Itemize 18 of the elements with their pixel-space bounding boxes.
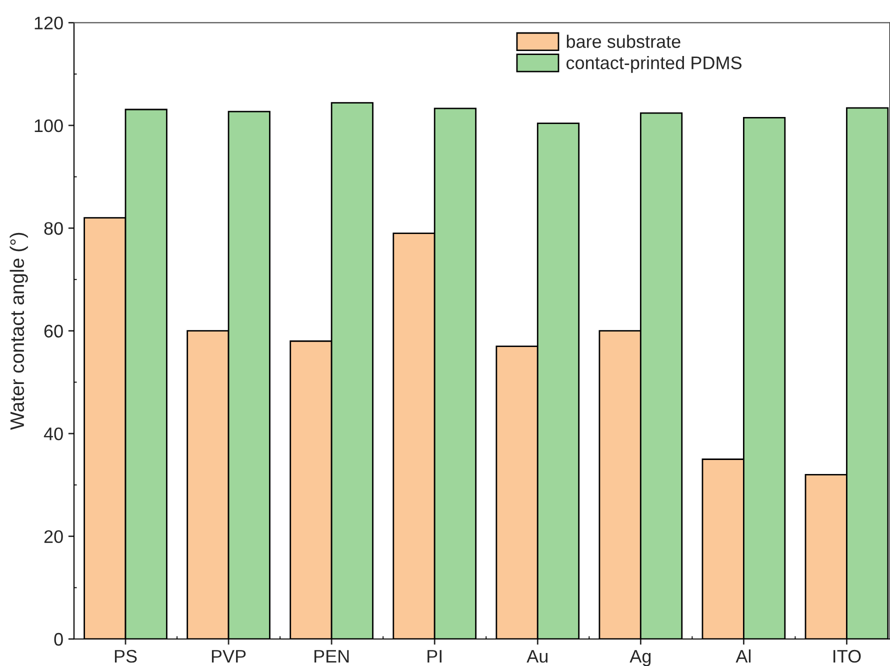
y-axis-title: Water contact angle (°) <box>10 232 28 430</box>
x-tick-label: PVP <box>212 650 246 662</box>
x-tick-label: Al <box>736 649 751 662</box>
x-tick-label: PS <box>114 650 137 663</box>
legend-label: contact-printed PDMS <box>566 56 742 73</box>
y-tick-label: 0 <box>54 632 63 646</box>
y-tick-label: 20 <box>44 530 63 544</box>
y-tick-label: 100 <box>34 119 63 132</box>
x-tick-label: Ag <box>630 650 651 666</box>
x-tick-label: PEN <box>314 650 349 662</box>
y-tick-label: 80 <box>44 222 63 235</box>
x-tick-label: ITO <box>834 650 861 663</box>
x-tick-label: Au <box>526 650 548 663</box>
y-tick-label: 60 <box>44 324 63 338</box>
y-tick-label: 40 <box>44 428 63 440</box>
y-tick-label: 120 <box>34 16 63 30</box>
x-tick-label: PI <box>428 650 442 662</box>
legend-label: bare substrate <box>566 34 680 48</box>
